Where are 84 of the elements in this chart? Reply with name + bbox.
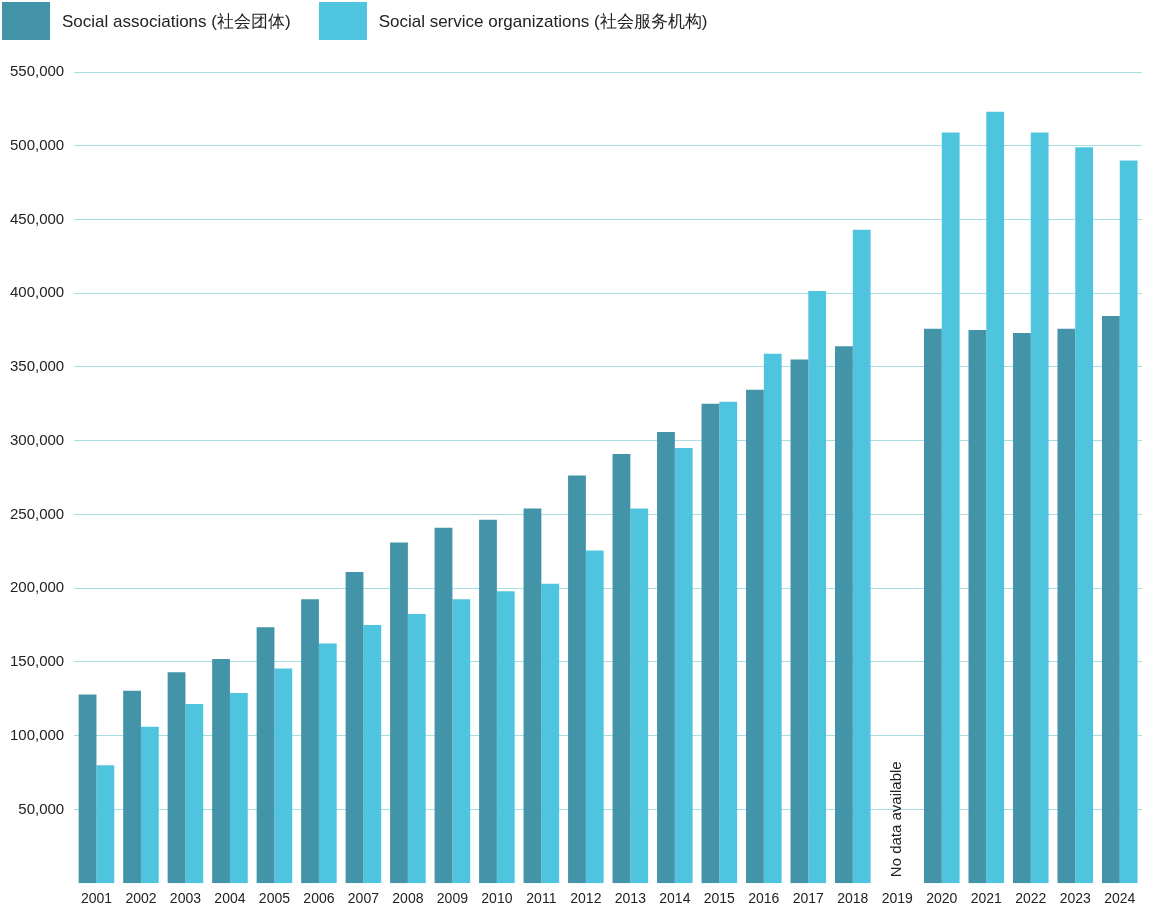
bar	[630, 508, 649, 884]
bar	[612, 454, 631, 884]
x-tick-label: 2005	[258, 890, 291, 907]
bar	[763, 353, 782, 884]
x-tick-label: 2019	[881, 890, 914, 907]
x-tick-label: 2011	[526, 890, 557, 907]
bar	[941, 132, 960, 884]
bar	[123, 690, 141, 884]
bar	[274, 668, 293, 884]
y-tick-label: 50,000	[18, 799, 65, 817]
bar	[167, 672, 186, 884]
y-tick-label: 200,000	[9, 578, 65, 596]
x-tick-label: 2009	[436, 890, 469, 907]
x-tick-label: 2006	[303, 890, 335, 907]
bar	[568, 475, 586, 884]
bar	[212, 659, 230, 884]
bar	[434, 527, 453, 884]
x-tick-label: 2007	[347, 890, 380, 907]
bar	[256, 627, 275, 884]
bar	[968, 330, 987, 884]
x-tick-label: 2015	[703, 890, 736, 907]
bar	[407, 614, 426, 884]
y-tick-label: 250,000	[9, 504, 65, 522]
x-tick-label: 2022	[1015, 890, 1047, 907]
y-tick-label: 100,000	[9, 725, 65, 743]
bar	[657, 431, 675, 884]
x-tick-label: 2023	[1059, 890, 1092, 907]
bar	[140, 726, 159, 884]
bar	[390, 542, 408, 884]
x-tick-label: 2012	[570, 890, 602, 907]
y-tick-label: 500,000	[9, 135, 65, 153]
bar	[318, 643, 337, 884]
bar	[1119, 160, 1138, 884]
y-tick-label: 550,000	[9, 62, 65, 80]
y-tick-label: 300,000	[9, 430, 65, 448]
bar	[1030, 132, 1049, 884]
bar	[452, 599, 471, 884]
x-tick-label: 2017	[792, 890, 825, 907]
bar	[746, 389, 764, 884]
bar	[523, 508, 542, 884]
bar	[986, 111, 1005, 884]
x-tick-label: 2021	[970, 890, 1003, 907]
bar	[363, 625, 382, 884]
bar	[496, 591, 515, 884]
x-tick-label: 2020	[926, 890, 958, 907]
x-tick-label: 2016	[748, 890, 780, 907]
bar	[585, 550, 604, 884]
x-tick-label: 2018	[837, 890, 869, 907]
x-tick-label: 2014	[659, 890, 691, 907]
bar	[1057, 328, 1076, 884]
bar	[852, 229, 871, 884]
x-tick-label: 2004	[214, 890, 246, 907]
x-tick-label: 2010	[481, 890, 513, 907]
x-tick-label: 2008	[392, 890, 424, 907]
bar	[790, 359, 809, 884]
x-tick-label: 2003	[169, 890, 202, 907]
bar	[674, 448, 693, 884]
legend-label: Social associations (社会团体)	[62, 10, 291, 33]
y-tick-label: 150,000	[9, 652, 65, 670]
bar	[1101, 316, 1120, 884]
bar	[541, 583, 560, 884]
bar	[96, 765, 115, 884]
x-tick-label: 2002	[125, 890, 157, 907]
x-tick-label: 2024	[1104, 890, 1136, 907]
bar	[229, 692, 248, 884]
bar	[78, 694, 97, 884]
legend-label: Social service organizations (社会服务机构)	[378, 10, 708, 33]
y-tick-label: 450,000	[9, 209, 65, 227]
bar	[924, 328, 942, 884]
bar	[1012, 333, 1031, 884]
bar	[185, 704, 204, 884]
annotation: No data available	[887, 761, 905, 878]
bar	[301, 599, 319, 884]
bar	[719, 401, 738, 884]
bar	[345, 571, 364, 884]
y-tick-label: 350,000	[9, 357, 65, 375]
y-tick-label: 400,000	[9, 283, 65, 301]
bar	[701, 403, 720, 884]
bar	[835, 346, 853, 884]
bar	[479, 519, 497, 884]
x-tick-label: 2001	[80, 890, 113, 907]
bar	[1075, 147, 1094, 884]
x-tick-label: 2013	[614, 890, 647, 907]
bar	[808, 291, 827, 884]
